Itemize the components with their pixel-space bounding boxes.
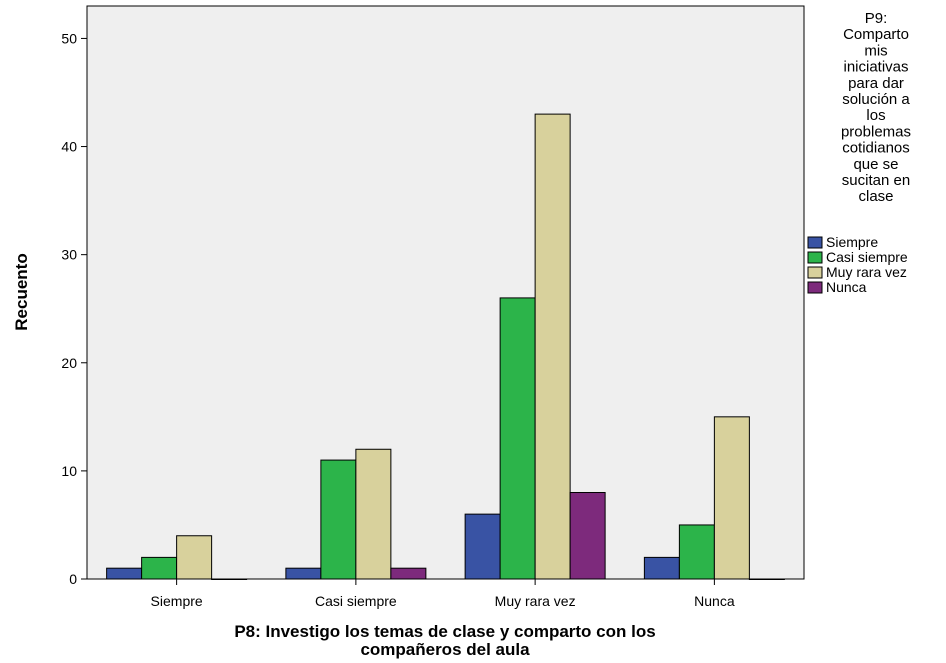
bar-muy-rara-vez-casi-siempre xyxy=(355,448,392,580)
legend-swatch-nunca xyxy=(807,281,823,294)
legend-title-line: P9: xyxy=(865,10,888,27)
legend-swatch-muy-rara-vez xyxy=(807,266,823,279)
legend-swatch-casi-siempre xyxy=(807,251,823,264)
legend-label: Siempre xyxy=(826,234,878,250)
plot-area xyxy=(86,5,805,580)
bar-siempre-muy-rara-vez xyxy=(464,513,501,580)
y-tick-label: 0 xyxy=(69,571,77,587)
legend-title-line: para dar xyxy=(848,75,904,92)
legend-title-line: problemas xyxy=(841,123,911,140)
legend-title-line: Comparto xyxy=(843,26,909,43)
x-tick-label: Casi siempre xyxy=(315,593,397,609)
bar-casi-siempre-siempre xyxy=(141,556,178,580)
y-axis: 0 10 20 30 40 50 xyxy=(61,30,87,587)
y-tick-label: 40 xyxy=(61,139,77,155)
legend-title-line: mis xyxy=(864,42,887,59)
bar-casi-siempre-muy-rara-vez xyxy=(499,297,536,580)
x-tick-label: Siempre xyxy=(151,593,203,609)
bar-nunca-nunca xyxy=(748,578,785,580)
legend-title-line: que se xyxy=(853,156,898,173)
bar-casi-siempre-nunca xyxy=(678,524,715,580)
y-tick-label: 10 xyxy=(61,463,77,479)
bar-siempre-nunca xyxy=(643,556,680,580)
bar-nunca-casi-siempre xyxy=(390,567,427,580)
legend-title-line: iniciativas xyxy=(843,59,908,76)
bar-nunca-siempre xyxy=(211,578,248,580)
bar-casi-siempre-casi-siempre xyxy=(320,459,357,580)
legend-label: Casi siempre xyxy=(826,249,908,265)
bar-muy-rara-vez-siempre xyxy=(176,535,213,580)
x-axis-title-line-1: P8: Investigo los temas de clase y compa… xyxy=(234,622,655,641)
bar-siempre-siempre xyxy=(106,567,143,580)
bar-muy-rara-vez-nunca xyxy=(713,416,750,580)
legend-title-line: cotidianos xyxy=(842,140,910,157)
legend-title-line: solución a xyxy=(842,91,910,108)
bar-muy-rara-vez-muy-rara-vez xyxy=(534,113,571,580)
legend-label: Muy rara vez xyxy=(826,264,907,280)
bar-siempre-casi-siempre xyxy=(285,567,322,580)
y-tick-label: 50 xyxy=(61,30,77,46)
y-tick-label: 30 xyxy=(61,247,77,263)
y-tick-label: 20 xyxy=(61,355,77,371)
legend-label: Nunca xyxy=(826,279,867,295)
bar-nunca-muy-rara-vez xyxy=(569,492,606,580)
x-axis: Siempre Casi siempre Muy rara vez Nunca xyxy=(151,579,735,609)
legend-title-line: los xyxy=(866,107,885,124)
legend-title-line: clase xyxy=(858,188,893,205)
legend-title-line: sucitan en xyxy=(842,172,910,189)
x-axis-title-line-2: compañeros del aula xyxy=(360,640,530,659)
legend-swatch-siempre xyxy=(807,236,823,249)
y-axis-title: Recuento xyxy=(12,253,31,330)
x-tick-label: Nunca xyxy=(694,593,735,609)
x-tick-label: Muy rara vez xyxy=(495,593,576,609)
bars-group xyxy=(106,113,785,580)
